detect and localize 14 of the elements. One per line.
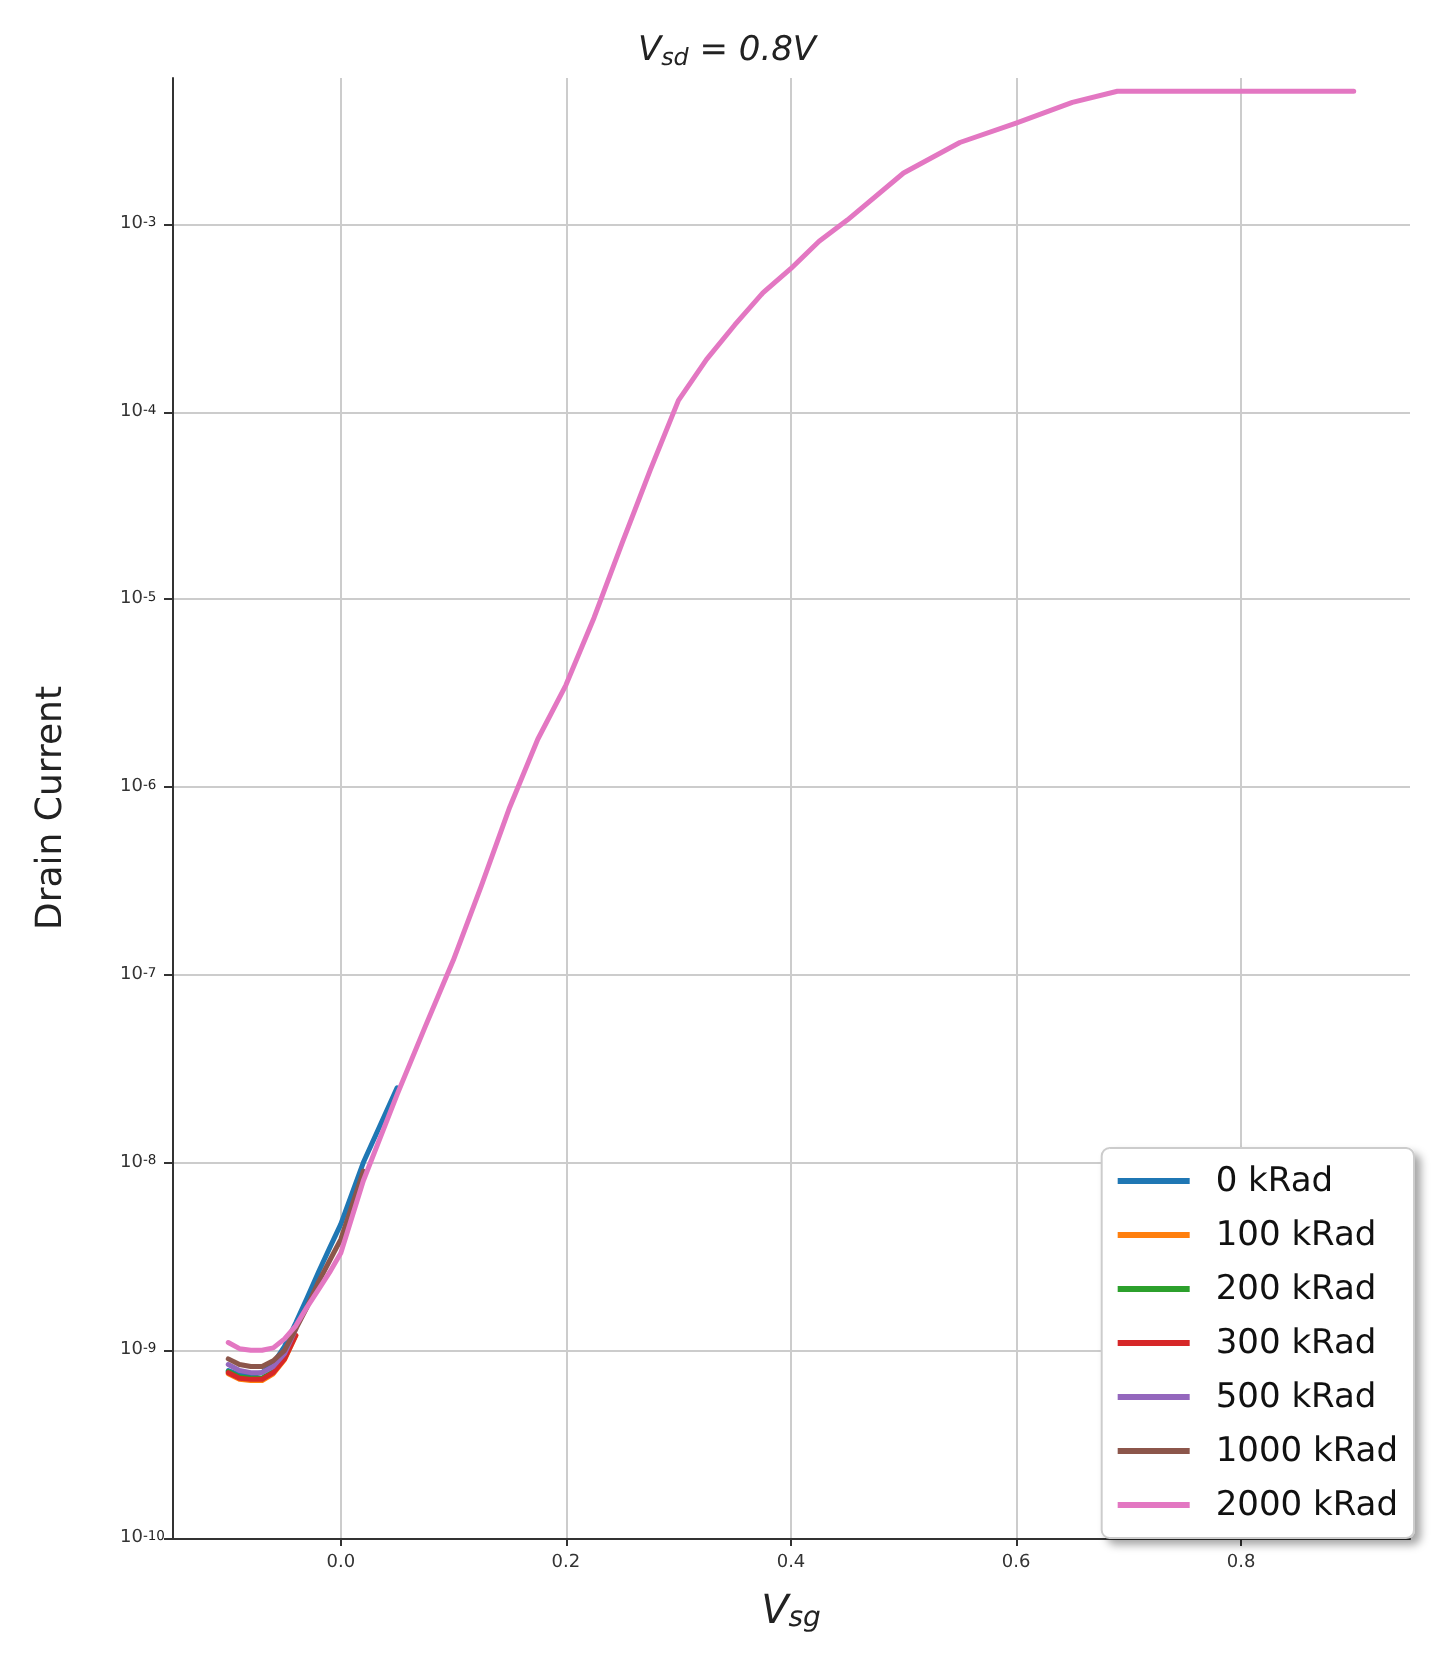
legend-label: 300 kRad	[1215, 1323, 1377, 1363]
x-tick-label: 0.0	[326, 1553, 356, 1573]
x-axis-title: Vsg	[761, 1585, 822, 1634]
x-tick-label: 0.4	[776, 1553, 806, 1573]
legend-label: 200 kRad	[1215, 1269, 1377, 1309]
x-tick-label: 0.2	[551, 1553, 581, 1573]
legend-label: 100 kRad	[1215, 1215, 1377, 1255]
legend-label: 0 kRad	[1215, 1161, 1334, 1201]
y-axis-title: Drain Current	[29, 685, 71, 931]
x-tick-label: 0.6	[1001, 1553, 1031, 1573]
legend-label: 1000 kRad	[1215, 1431, 1399, 1471]
legend-label: 500 kRad	[1215, 1377, 1377, 1417]
legend-label: 2000 kRad	[1215, 1485, 1399, 1525]
x-tick-label: 0.8	[1226, 1553, 1257, 1573]
